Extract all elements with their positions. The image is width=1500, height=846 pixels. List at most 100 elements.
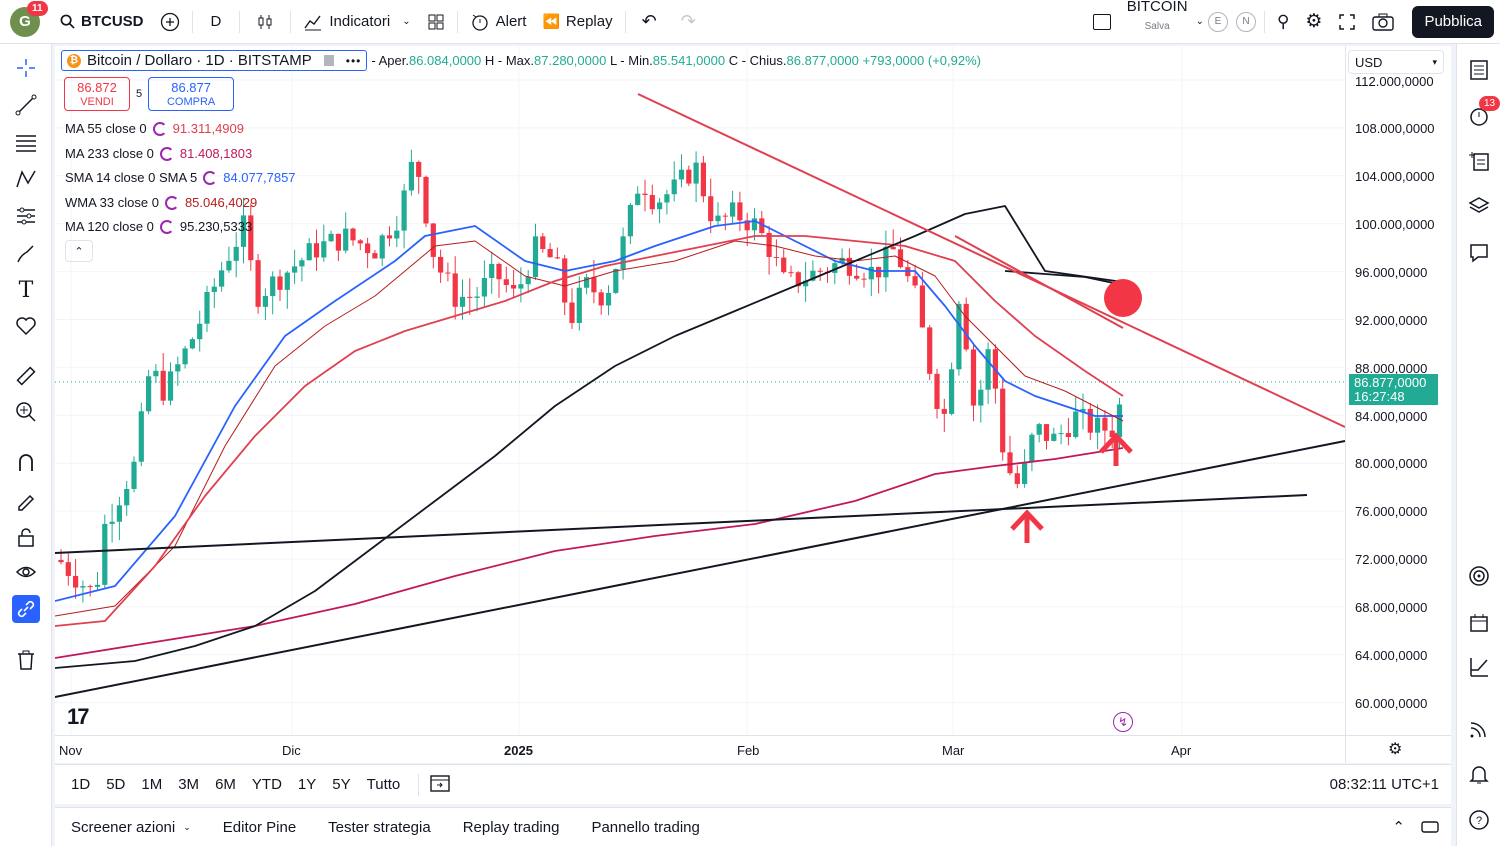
tab-strategy-tester[interactable]: Tester strategia — [312, 819, 447, 836]
chart-pane[interactable]: ₿ Bitcoin / Dollaro · 1D · BITSTAMP ••• … — [55, 46, 1451, 763]
undo-button[interactable]: ↶ — [630, 0, 669, 44]
indicator-legend-row[interactable]: SMA 14 close 0 SMA 5 84.077,7857 — [65, 170, 296, 185]
tab-replay-trading[interactable]: Replay trading — [447, 819, 576, 836]
watchlist-icon[interactable] — [1465, 56, 1493, 84]
sell-button[interactable]: 86.872 VENDI — [64, 77, 130, 111]
lock-icon[interactable] — [12, 523, 40, 551]
calendar-icon[interactable] — [1465, 609, 1493, 637]
goto-date-icon[interactable] — [429, 773, 451, 797]
quick-search-button[interactable]: ⚲ — [1269, 0, 1297, 44]
chat-icon[interactable] — [1465, 239, 1493, 267]
indicator-legend-row[interactable]: MA 120 close 0 95.230,5333 — [65, 219, 252, 234]
currency-select[interactable]: USD ▾ — [1348, 50, 1444, 74]
layers-icon[interactable] — [1465, 192, 1493, 220]
pattern-icon[interactable] — [12, 165, 40, 193]
trash-icon[interactable] — [12, 646, 40, 674]
interval-button[interactable]: D — [197, 0, 236, 44]
range-all[interactable]: Tutto — [366, 776, 401, 793]
maximize-panel-button[interactable] — [1413, 819, 1451, 835]
utc-clock[interactable]: 08:32:11 UTC+1 — [1329, 776, 1439, 793]
fullscreen-button[interactable] — [1330, 0, 1364, 44]
sma-14-line — [55, 220, 1123, 602]
layout-name[interactable]: BITCOIN Salva — [1119, 0, 1196, 44]
candle-body — [934, 373, 940, 409]
refresh-icon — [164, 195, 179, 210]
layout-checkbox[interactable] — [1085, 0, 1119, 44]
maximize-icon — [1421, 821, 1439, 833]
settings-button[interactable]: ⚙ — [1297, 0, 1330, 44]
range-1y[interactable]: 1Y — [297, 776, 317, 793]
indicators-button[interactable]: Indicatori ⌄ — [295, 0, 418, 44]
forecast-icon[interactable] — [12, 202, 40, 230]
bell-icon[interactable] — [1465, 760, 1493, 788]
refresh-icon — [159, 219, 174, 234]
zoom-in-icon[interactable] — [12, 398, 40, 426]
symbol-search[interactable]: BTCUSD — [52, 0, 152, 44]
candles — [58, 149, 1123, 603]
range-3m[interactable]: 3M — [178, 776, 200, 793]
target-icon[interactable] — [1465, 562, 1493, 590]
magnet-icon[interactable] — [12, 449, 40, 477]
heart-icon[interactable] — [12, 312, 40, 340]
publish-button[interactable]: Pubblica — [1412, 5, 1494, 38]
candle-body — [167, 371, 174, 401]
layout-e[interactable]: E — [1204, 0, 1232, 44]
trend-line-icon[interactable] — [12, 91, 40, 119]
bitcoin-icon: ₿ — [67, 53, 81, 68]
candle-body — [562, 258, 568, 303]
price-tick: 60.000,0000 — [1355, 696, 1428, 711]
collapse-legend-button[interactable]: ⌃ — [65, 240, 93, 262]
range-ytd[interactable]: YTD — [251, 776, 282, 793]
fib-retracement-icon[interactable] — [12, 129, 40, 157]
redo-button[interactable]: ↷ — [669, 0, 708, 44]
candle-body — [788, 272, 794, 274]
indicator-legend-row[interactable]: MA 233 close 0 81.408,1803 — [65, 146, 252, 161]
range-1m[interactable]: 1M — [141, 776, 163, 793]
text-icon[interactable]: T — [18, 277, 34, 303]
layout-n[interactable]: N — [1232, 0, 1260, 44]
tab-label: Replay trading — [462, 818, 560, 836]
brush-icon[interactable] — [12, 240, 40, 268]
eye-icon[interactable] — [12, 558, 40, 586]
stay-drawing-icon[interactable] — [12, 486, 40, 514]
tab-pine-editor[interactable]: Editor Pine — [207, 819, 312, 836]
range-5y[interactable]: 5Y — [332, 776, 351, 793]
link-icon[interactable] — [12, 595, 40, 623]
lightning-icon[interactable]: ↯ — [1113, 712, 1133, 732]
options-chart-icon[interactable] — [1465, 653, 1493, 681]
time-scale-settings-icon[interactable]: ⚙ — [1388, 741, 1403, 758]
replay-button[interactable]: ⏪ Replay — [534, 0, 620, 44]
indicator-legend-row[interactable]: WMA 33 close 0 85.046,4029 — [65, 195, 257, 210]
compare-button[interactable] — [152, 0, 188, 44]
replay-label: Replay — [565, 13, 613, 30]
tab-stock-screener[interactable]: Screener azioni ⌄ — [55, 819, 207, 836]
range-1d[interactable]: 1D — [71, 776, 91, 793]
price-chart[interactable] — [55, 46, 1451, 763]
alert-button[interactable]: Alert — [462, 0, 535, 44]
add-list-icon[interactable] — [1465, 147, 1493, 175]
chart-type-button[interactable] — [244, 0, 286, 44]
expand-panel-button[interactable]: ⌃ — [1384, 818, 1413, 836]
chevron-down-icon[interactable]: ⌄ — [1195, 16, 1204, 27]
stream-icon[interactable] — [1465, 715, 1493, 743]
indicator-legend-row[interactable]: MA 55 close 0 91.311,4909 — [65, 121, 244, 136]
range-5d[interactable]: 5D — [106, 776, 126, 793]
symbol-title-box[interactable]: ₿ Bitcoin / Dollaro · 1D · BITSTAMP ••• — [61, 50, 368, 71]
help-icon[interactable]: ? — [1465, 806, 1493, 834]
crosshair-icon[interactable] — [12, 54, 40, 82]
more-icon[interactable]: ••• — [345, 53, 362, 68]
snapshot-button[interactable] — [1364, 0, 1402, 44]
candle-body — [1116, 404, 1123, 438]
fullscreen-icon — [1339, 13, 1356, 30]
user-avatar[interactable]: G 11 — [10, 0, 48, 37]
candle-body — [401, 190, 407, 231]
candle-body — [306, 243, 312, 261]
buy-button[interactable]: 86.877 COMPRA — [148, 77, 235, 111]
alerts-clock-icon[interactable]: 13 — [1465, 96, 1500, 130]
range-6m[interactable]: 6M — [215, 776, 236, 793]
candle-body — [467, 296, 473, 298]
tab-trading-panel[interactable]: Pannello trading — [575, 819, 715, 836]
arrow-head — [1099, 432, 1133, 454]
templates-button[interactable] — [419, 0, 453, 44]
ruler-icon[interactable] — [12, 362, 40, 390]
